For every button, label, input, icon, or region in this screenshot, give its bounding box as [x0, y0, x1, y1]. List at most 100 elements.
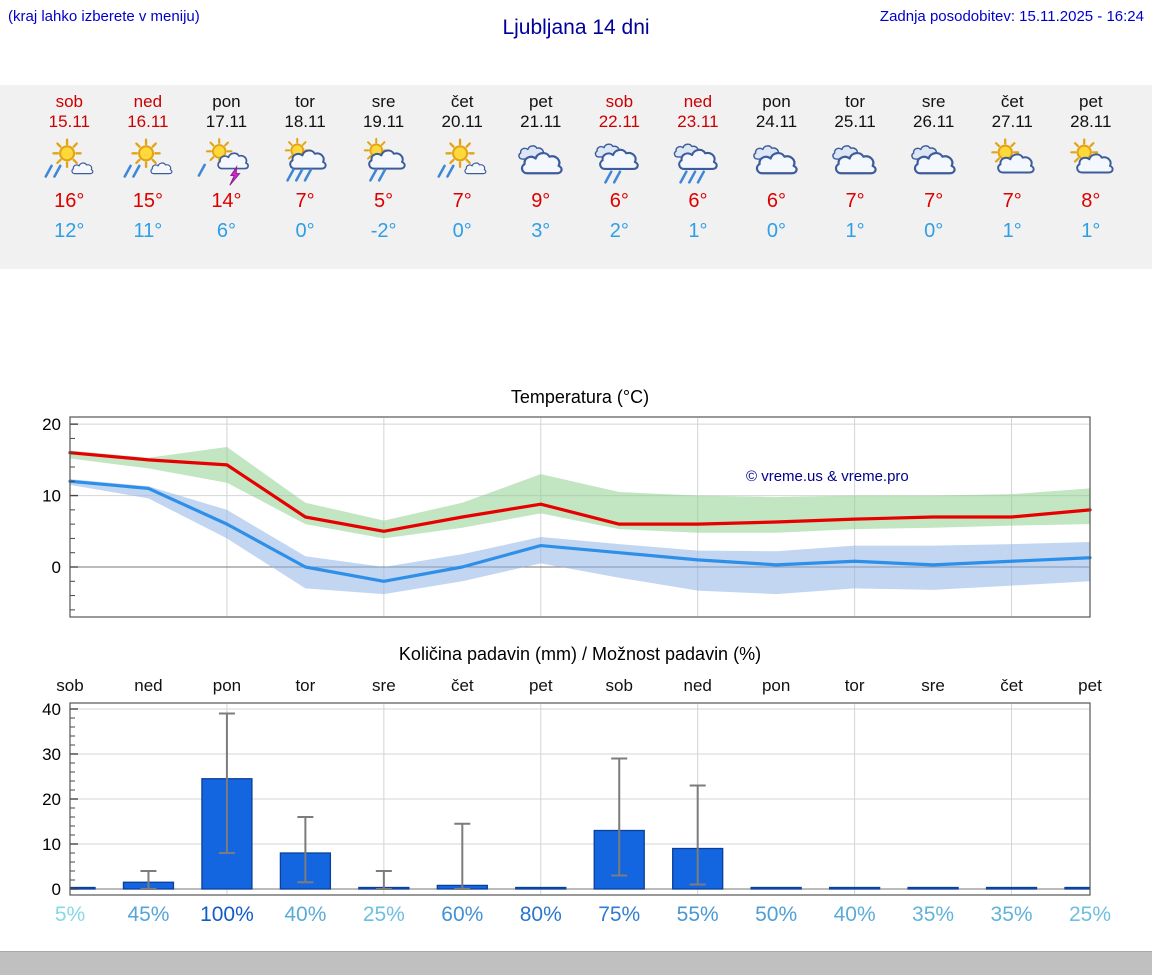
precipitation-chart: sob ned pon tor sre čet pet sob ned pon tor sre čet p… [42, 676, 1102, 899]
precip-probability: 60% [441, 903, 484, 926]
low-temp: 3° [531, 220, 551, 242]
day-date: 28.11 [1070, 112, 1112, 131]
forecast-day: sob 22.11 6° 2° [580, 92, 659, 269]
precip-probability: 75% [598, 903, 641, 926]
day-date: 15.11 [48, 112, 90, 131]
svg-text:pon: pon [762, 676, 790, 695]
low-temp: 12° [54, 220, 85, 242]
low-temp: 2° [609, 220, 629, 242]
forecast-day: sob 15.11 16° 12° [30, 92, 109, 269]
forecast-day: pon 24.11 6° 0° [737, 92, 816, 269]
low-temp: 11° [133, 220, 163, 242]
day-name: tor [845, 92, 865, 111]
precip-probability: 40% [833, 903, 876, 926]
forecast-day: pet 21.11 9° 3° [501, 92, 580, 269]
forecast-day: pon 17.11 14° 6° [187, 92, 266, 269]
precip-probability: 35% [912, 903, 955, 926]
low-temp: 1° [1002, 220, 1022, 242]
day-date: 22.11 [598, 112, 640, 131]
temperature-chart: 0 10 20 [42, 415, 1092, 618]
low-temp: 0° [452, 220, 472, 242]
sun-cloud-rain-icon [363, 137, 406, 182]
footer-bar [0, 951, 1152, 975]
high-temp: 9° [531, 190, 551, 212]
day-date: 19.11 [362, 112, 405, 131]
svg-text:pet: pet [1078, 676, 1102, 695]
svg-text:ned: ned [684, 676, 712, 695]
day-name: pon [762, 92, 791, 111]
svg-text:ned: ned [134, 676, 162, 695]
sun-rain-icon [437, 138, 487, 178]
svg-text:20: 20 [42, 415, 61, 434]
precip-probability: 25% [1068, 903, 1112, 926]
cloudy-icon [517, 145, 563, 175]
svg-text:tor: tor [845, 676, 865, 695]
svg-text:pon: pon [213, 676, 241, 695]
day-name: čet [1000, 92, 1024, 111]
svg-text:10: 10 [42, 835, 61, 854]
high-temp: 7° [452, 190, 472, 212]
page-title: Ljubljana 14 dni [502, 16, 650, 39]
precipitation-chart-title: Količina padavin (mm) / Možnost padavin … [398, 644, 762, 664]
svg-text:čet: čet [451, 676, 474, 695]
forecast-day: čet 20.11 7° 0° [423, 92, 502, 269]
forecast-day: ned 16.11 15° 11° [109, 92, 188, 269]
cloudy-icon [910, 145, 956, 175]
low-temp: 1° [1081, 220, 1101, 242]
high-temp: 7° [924, 190, 944, 212]
sun-cloud-icon [991, 138, 1035, 174]
forecast-day: sre 26.11 7° 0° [894, 92, 973, 269]
day-date: 21.11 [520, 112, 562, 131]
svg-text:30: 30 [42, 745, 61, 764]
high-temp: 14° [211, 190, 242, 212]
svg-text:sob: sob [606, 676, 633, 695]
high-temp: 5° [374, 190, 394, 212]
day-date: 18.11 [284, 112, 326, 131]
day-date: 16.11 [127, 112, 169, 131]
forecast-day: tor 25.11 7° 1° [816, 92, 895, 269]
precip-probability: 55% [676, 903, 719, 926]
menu-hint: (kraj lahko izberete v meniju) [8, 8, 200, 25]
low-temp: 6° [216, 220, 236, 242]
cloudy-icon [832, 145, 877, 175]
precip-probability: 45% [127, 903, 170, 926]
forecast-day: pet 28.11 8° 1° [1052, 92, 1131, 269]
day-name: sob [55, 92, 83, 111]
high-temp: 7° [295, 190, 315, 212]
svg-text:40: 40 [42, 700, 61, 719]
cloud-heavy-rain-icon [673, 143, 718, 184]
low-temp: 0° [766, 220, 787, 242]
temperature-chart-title: Temperatura (°C) [510, 387, 650, 407]
high-temp: 7° [845, 190, 865, 212]
day-name: pon [212, 92, 241, 111]
day-name: pet [528, 92, 553, 111]
precip-probability: 35% [990, 903, 1033, 926]
forecast-day: tor 18.11 7° 0° [266, 92, 345, 269]
sun-cloud-icon [1070, 138, 1114, 174]
cloudy-icon [753, 145, 799, 175]
svg-text:0: 0 [52, 558, 61, 577]
svg-text:sre: sre [921, 676, 945, 695]
day-name: sre [921, 92, 946, 111]
precip-probability: 5% [54, 903, 86, 926]
last-update: Zadnja posodobitev: 15.11.2025 - 16:24 [879, 8, 1144, 25]
day-name: sob [605, 92, 634, 111]
day-name: pet [1078, 92, 1103, 111]
low-temp: 0° [924, 220, 944, 242]
svg-text:čet: čet [1000, 676, 1023, 695]
precip-probability: 50% [755, 903, 798, 926]
day-name: ned [133, 92, 163, 111]
low-temp: -2° [370, 220, 397, 242]
day-date: 25.11 [834, 112, 876, 131]
precip-probability-row: 5% 45% 100% 40% 25% 60% 80% 75% 55% 50% 40% 35% 35% 2… [0, 903, 1152, 931]
day-name: sre [371, 92, 396, 111]
high-temp: 7° [1002, 190, 1022, 212]
svg-text:sob: sob [56, 676, 83, 695]
high-temp: 8° [1081, 190, 1101, 212]
forecast-day: ned 23.11 6° 1° [659, 92, 738, 269]
day-date: 17.11 [205, 112, 248, 131]
day-name: čet [450, 92, 474, 111]
svg-text:10: 10 [42, 487, 61, 506]
high-temp: 6° [688, 190, 708, 212]
